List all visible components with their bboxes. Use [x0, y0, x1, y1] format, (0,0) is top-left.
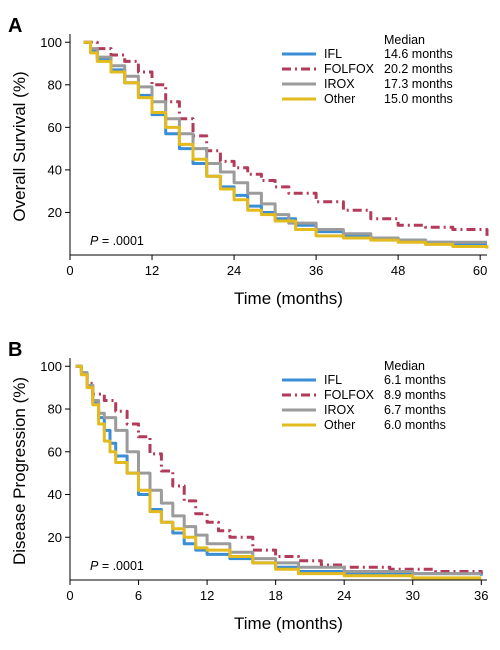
x-tick-label: 30 — [406, 588, 420, 603]
series-line-other — [83, 40, 489, 249]
legend-median: 14.6 months — [384, 47, 453, 61]
x-tick-label: 18 — [268, 588, 282, 603]
legend-header: Median — [384, 33, 425, 47]
y-tick-label: 100 — [40, 35, 62, 50]
legend-median: 15.0 months — [384, 92, 453, 106]
legend-median: 17.3 months — [384, 77, 453, 91]
panel-label: B — [8, 339, 22, 361]
x-tick-label: 12 — [145, 263, 159, 278]
x-tick-label: 36 — [474, 588, 488, 603]
series-line-irox — [75, 364, 482, 576]
legend-label: IFL — [324, 47, 342, 61]
x-tick-label: 36 — [309, 263, 323, 278]
legend-label: FOLFOX — [324, 388, 375, 402]
x-tick-label: 0 — [66, 263, 73, 278]
legend-label: Other — [324, 92, 355, 106]
p-value-annotation: P = .0001 — [90, 559, 144, 573]
x-tick-label: 24 — [337, 588, 351, 603]
legend-median: 8.9 months — [384, 388, 446, 402]
chart-panel-a: A 20 40 60 80 100 0 12 24 36 48 60 Overall Survival … — [8, 15, 489, 308]
legend-label: FOLFOX — [324, 62, 375, 76]
chart-panel-b: B 20 40 60 80 100 0 6 12 18 24 30 36 Disease Progress… — [8, 339, 489, 633]
y-tick-label: 80 — [48, 77, 62, 92]
y-tick-label: 60 — [48, 120, 62, 135]
legend-median: 6.1 months — [384, 373, 446, 387]
x-tick-label: 24 — [227, 263, 241, 278]
legend-median: 6.0 months — [384, 418, 446, 432]
y-tick-label: 100 — [40, 359, 62, 374]
legend-label: IFL — [324, 373, 342, 387]
series-line-irox — [83, 40, 487, 244]
p-value-annotation: P = .0001 — [90, 234, 144, 248]
legend: Median IFL 14.6 months FOLFOX 20.2 months IRO… — [282, 33, 453, 106]
y-tick-label: 80 — [48, 402, 62, 417]
x-tick-label: 0 — [66, 588, 73, 603]
legend-median: 20.2 months — [384, 62, 453, 76]
y-tick-label: 40 — [48, 162, 62, 177]
series-line-folfox — [75, 364, 483, 574]
series-line-other — [75, 364, 482, 580]
panel-label: A — [8, 15, 22, 37]
legend-label: IROX — [324, 403, 355, 417]
y-axis-label: Overall Survival (%) — [10, 71, 29, 221]
x-axis-label: Time (months) — [234, 614, 343, 633]
series-line-folfox — [83, 40, 489, 236]
y-tick-label: 20 — [48, 205, 62, 220]
y-tick-label: 40 — [48, 487, 62, 502]
x-tick-label: 12 — [200, 588, 214, 603]
legend-median: 6.7 months — [384, 403, 446, 417]
legend-label: Other — [324, 418, 355, 432]
y-axis-label: Disease Progression (%) — [10, 377, 29, 565]
y-tick-label: 60 — [48, 444, 62, 459]
legend-label: IROX — [324, 77, 355, 91]
legend-header: Median — [384, 359, 425, 373]
y-tick-label: 20 — [48, 530, 62, 545]
x-tick-label: 6 — [135, 588, 142, 603]
x-tick-label: 60 — [473, 263, 487, 278]
x-tick-label: 48 — [391, 263, 405, 278]
legend: Median IFL 6.1 months FOLFOX 8.9 months IROX 6… — [282, 359, 446, 432]
x-axis-label: Time (months) — [234, 289, 343, 308]
